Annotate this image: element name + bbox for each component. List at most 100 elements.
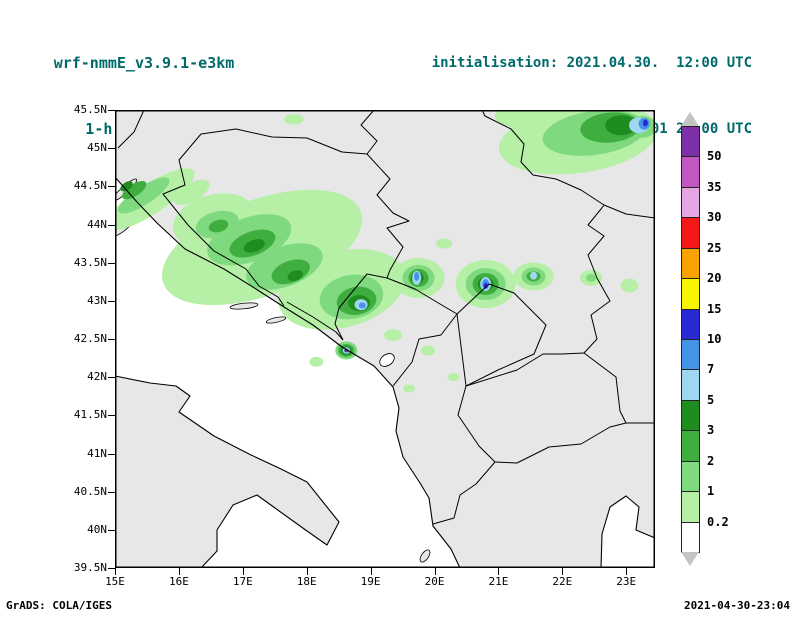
colorbar-label: 30 [707,210,722,225]
colorbar-segment [681,126,700,158]
colorbar-label: 15 [707,301,722,316]
x-tick-label: 23E [616,575,637,588]
precip-cell [287,270,303,282]
y-tick-mark [108,491,115,493]
y-tick-label: 45.5N [73,103,107,116]
precip-cell [530,271,538,280]
x-tick-mark [178,568,180,575]
country-borders [117,110,655,525]
precip-cell [118,177,170,214]
precip-cell [402,384,415,393]
y-tick-mark [108,377,115,379]
precip-cell [283,114,304,125]
y-tick-label: 44.5N [73,179,107,193]
y-tick-mark [108,148,115,150]
y-tick-label: 40.5N [73,484,107,498]
model-name: wrf-nmmE_v3.9.1-e3km [53,54,235,72]
x-tick-mark [498,568,500,575]
x-tick-mark [626,568,628,575]
colorbar-segment [681,156,700,188]
y-tick-label: 42N [87,370,107,384]
colorbar-label: 20 [707,271,722,286]
colorbar-label: 10 [707,332,722,346]
y-tick-mark [108,529,115,531]
y-tick-mark [108,568,115,569]
coastline [115,176,655,568]
y-tick-label: 45N [87,141,107,155]
colorbar-label: 35 [707,179,722,194]
y-tick-label: 43.5N [73,255,107,269]
precip-cell [208,219,229,233]
lake-scutari [379,353,395,367]
y-tick-label: 41.5N [73,408,107,422]
aegean-sea [601,496,655,568]
y-tick-label: 40N [87,522,107,536]
italy-landmass [115,376,339,568]
y-tick-label: 43N [87,293,107,307]
x-tick-mark [370,568,372,575]
precip-cell [121,181,147,200]
precip-cell [358,302,366,309]
colorbar-label: 25 [707,240,722,255]
precip-cell [383,329,402,342]
y-tick-mark [108,415,115,417]
colorbar-segment [681,491,700,523]
y-tick-mark [108,186,115,188]
x-tick-label: 16E [168,575,189,588]
colorbar-label: 1 [707,484,715,499]
x-tick-label: 22E [552,575,573,588]
colorbar-segment [681,339,700,371]
precip-cell [642,119,648,127]
map-plot-area: 45.5N 45N 44.5N 44N 43.5N 43N 42.5N 42N 41.5N 41N… [74,103,655,588]
precip-cell [586,273,597,282]
colorbar-cap-down [681,552,699,566]
map-svg [115,110,655,568]
precip-cell [421,345,436,356]
colorbar-label: 5 [707,392,715,407]
precip-cell [120,181,133,192]
y-tick-label: 42.5N [73,332,107,345]
colorbar-label: 3 [707,423,715,438]
grads-credit: GrADS: COLA/IGES [6,599,112,612]
colorbar-segment [681,278,700,310]
colorbar-segment [681,521,700,553]
x-tick-label: 18E [296,575,317,588]
x-tick-label: 20E [424,575,445,588]
x-tick-mark [242,568,244,575]
y-tick-mark [108,300,115,302]
precipitation-layer [115,110,655,393]
y-tick-label: 44N [87,217,107,231]
creation-timestamp: 2021-04-30-23:04 [684,599,790,612]
x-tick-label: 15E [105,575,125,588]
colorbar-segment [681,217,700,249]
y-tick-mark [108,339,115,340]
precip-cell [483,282,488,289]
precip-colorbar: 50 35 30 25 20 15 10 7 5 3 2 1 0.2 [681,112,753,566]
colorbar-label: 7 [707,362,715,377]
colorbar-label: 50 [707,149,722,164]
x-tick-label: 17E [232,575,253,588]
x-tick-label: 19E [360,575,381,588]
precip-cell [620,278,639,293]
colorbar-segment [681,430,700,462]
colorbar-segment [681,369,700,401]
y-tick-mark [108,110,115,111]
precip-cell [298,209,354,240]
precip-cell [414,271,420,281]
x-tick-mark [306,568,308,575]
precip-cell [309,356,324,367]
y-tick-label: 41N [87,446,107,460]
y-tick-mark [108,262,115,264]
plot-frame [115,110,655,568]
precip-cell [447,373,460,382]
y-tick-label: 39.5N [73,561,107,574]
precip-cell [173,179,210,206]
x-tick-label: 21E [488,575,509,588]
precip-cell [605,115,638,136]
precip-cell [436,238,453,249]
colorbar-label: 2 [707,453,715,468]
initialisation-time: initialisation: 2021.04.30. 12:00 UTC [431,55,752,71]
colorbar-label: 0.2 [707,514,729,529]
x-tick-mark [115,568,116,575]
